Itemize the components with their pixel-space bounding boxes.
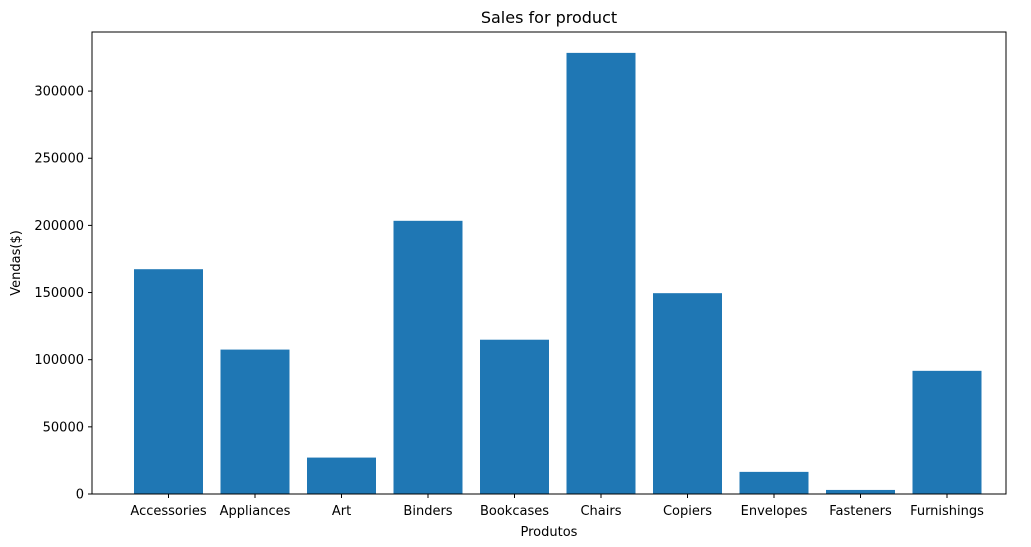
x-tick-label: Binders <box>403 504 452 519</box>
bars-group <box>134 52 982 495</box>
x-tick-label: Copiers <box>663 504 712 519</box>
x-tick-label: Accessories <box>130 504 206 519</box>
y-tick-label: 50000 <box>43 420 84 435</box>
y-axis-title: Vendas($) <box>9 230 24 296</box>
x-tick-label: Chairs <box>580 504 621 519</box>
y-tick-label: 250000 <box>34 152 84 167</box>
y-tick-label: 100000 <box>34 353 84 368</box>
x-tick-label: Furnishings <box>910 504 984 519</box>
bar-chairs <box>566 52 636 495</box>
bar-art <box>307 457 376 494</box>
y-tick-label: 150000 <box>34 286 84 301</box>
bar-copiers <box>653 293 722 494</box>
y-axis-ticks: 0 50000 100000 150000 200000 250000 300000 <box>34 85 92 503</box>
x-axis-ticks: Accessories Appliances Art Binders Bookcases… <box>130 494 984 519</box>
bar-appliances <box>220 349 290 494</box>
bar-accessories <box>134 269 203 494</box>
bar-fasteners <box>826 489 895 494</box>
x-tick-label: Bookcases <box>480 504 549 519</box>
x-axis-title: Produtos <box>521 525 578 540</box>
bar-furnishings <box>912 370 982 494</box>
chart-title: Sales for product <box>481 8 617 27</box>
bar-bookcases <box>480 339 549 494</box>
x-tick-label: Fasteners <box>829 504 892 519</box>
x-tick-label: Appliances <box>220 504 291 519</box>
x-tick-label: Envelopes <box>741 504 808 519</box>
plot-frame <box>91 31 1007 495</box>
y-tick-label: 300000 <box>34 85 84 100</box>
bar-envelopes <box>739 471 809 494</box>
bar-binders <box>393 220 463 494</box>
y-tick-label: 200000 <box>34 219 84 234</box>
y-tick-label: 0 <box>76 488 84 503</box>
x-tick-label: Art <box>332 504 351 519</box>
